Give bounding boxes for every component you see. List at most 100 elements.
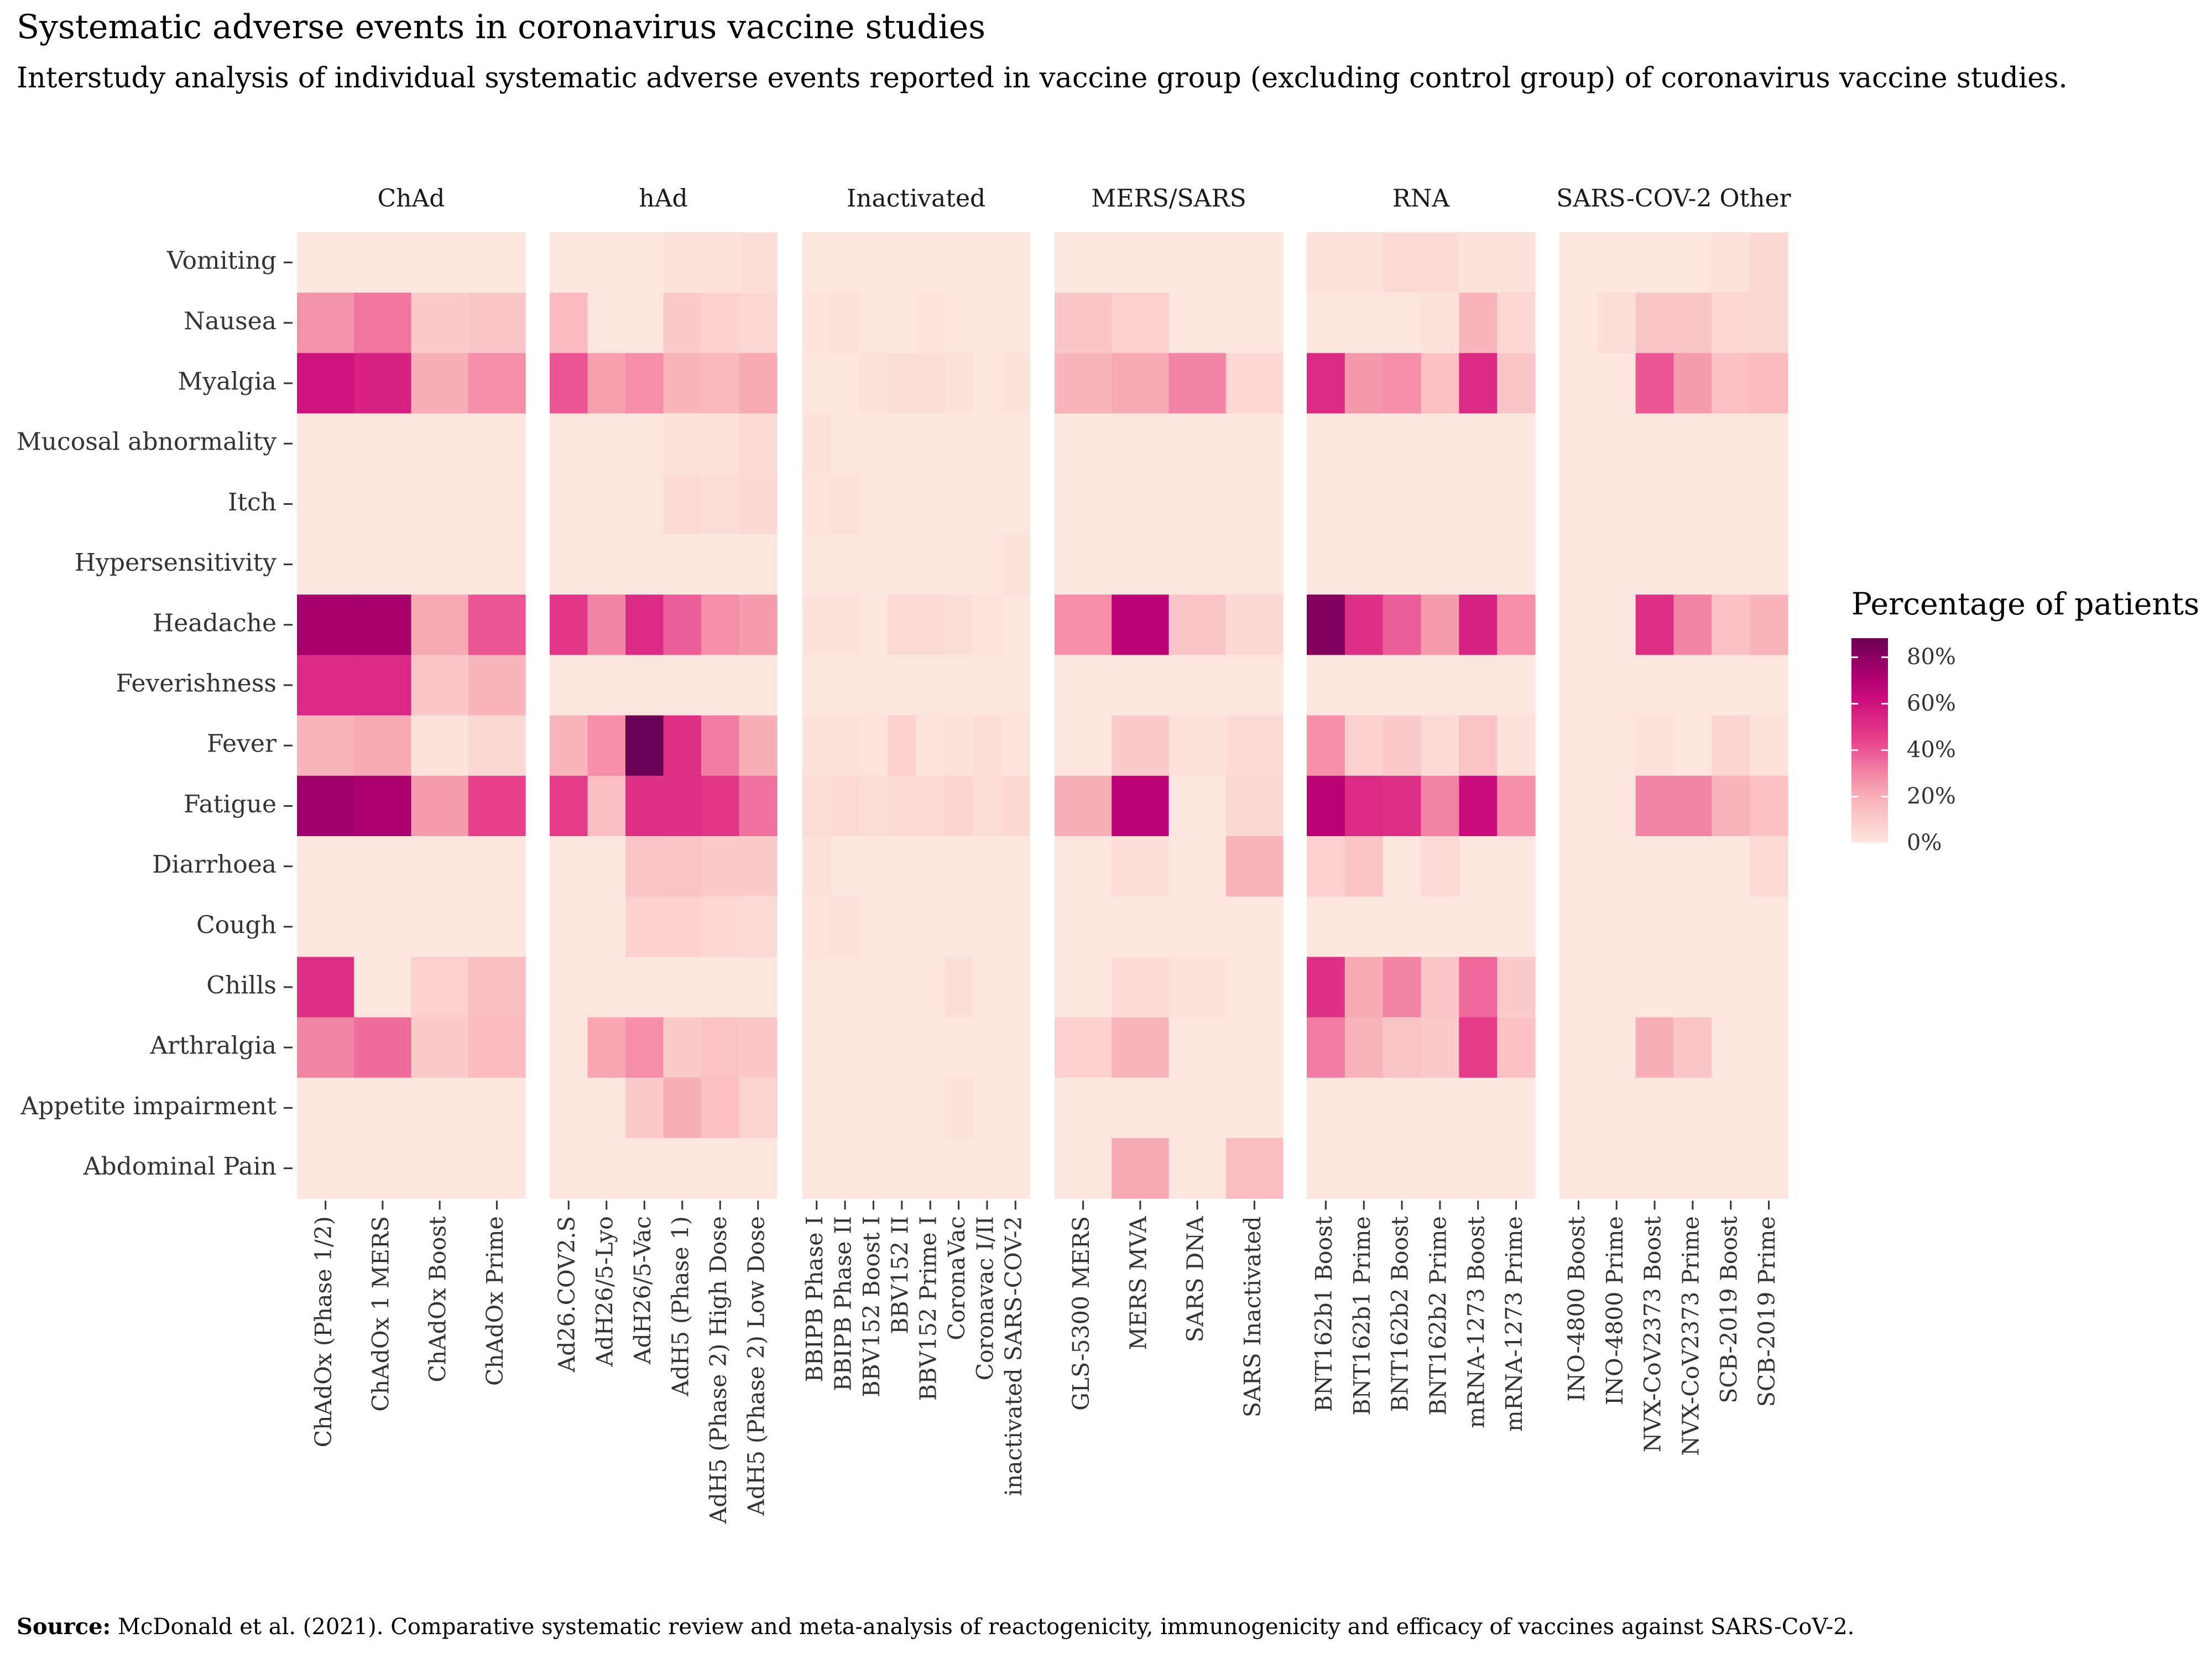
heatmap-cell: BBIPB Phase II / Cough: 2% (831, 896, 860, 957)
y-axis-label-headache: Headache (153, 609, 276, 637)
heatmap-cell: ChAdOx (Phase 1/2) / Headache: 73% (297, 594, 354, 655)
heatmap-cell: AdH5 (Phase 1) / Mucosal abnormality: 2% (663, 413, 702, 474)
heatmap-cell: BNT162b1 Prime / Abdominal Pain: 0% (1344, 1138, 1384, 1199)
heatmap-cell: BBIPB Phase I / Itch: 1% (802, 473, 831, 535)
heatmap-cell: INO-4800 Boost / Mucosal abnormality: 0% (1559, 413, 1598, 474)
heatmap-cell: inactivated SARS-COV-2 / Abdominal Pain:… (1001, 1138, 1030, 1199)
facet-label-rna: RNA (1392, 185, 1451, 213)
heatmap-cell: ChAdOx (Phase 1/2) / Appetite impairment… (297, 1077, 354, 1139)
heatmap-cell: BNT162b1 Prime / Vomiting: 2% (1344, 232, 1384, 293)
heatmap-cell: ChAdOx (Phase 1/2) / Diarrhoea: 0% (297, 836, 354, 897)
heatmap-cell: SCB-2019 Boost / Appetite impairment: 0% (1712, 1077, 1750, 1139)
heatmap-cell: BBV152 II / Vomiting: 0% (888, 232, 917, 293)
heatmap-cell: BBV152 II / Mucosal abnormality: 0% (888, 413, 917, 474)
heatmap-cell: SCB-2019 Prime / Fever: 2% (1750, 715, 1788, 776)
heatmap-cell: AdH26/5-Vac / Vomiting: 0% (625, 232, 664, 293)
heatmap-cell: SCB-2019 Boost / Nausea: 6% (1712, 293, 1750, 353)
heatmap-cell: AdH26/5-Lyo / Chills: 0% (587, 957, 626, 1018)
heatmap-cell: mRNA-1273 Prime / Itch: 0% (1497, 473, 1536, 535)
heatmap-cell: AdH26/5-Lyo / Cough: 0% (587, 896, 626, 957)
heatmap-cell: ChAdOx (Phase 1/2) / Fatigue: 75% (297, 775, 354, 837)
heatmap-cell: AdH5 (Phase 2) High Dose / Abdominal Pai… (701, 1138, 740, 1199)
x-axis-label-nvx-cov2373-prime: NVX-CoV2373 Prime (1677, 1216, 1704, 1456)
heatmap-cell: INO-4800 Prime / Abdominal Pain: 0% (1597, 1138, 1636, 1199)
heatmap-cell: BBIPB Phase I / Appetite impairment: 0% (802, 1077, 831, 1139)
heatmap-cell: ChAdOx (Phase 1/2) / Mucosal abnormality… (297, 413, 354, 474)
heatmap-cell: BBIPB Phase II / Hypersensitivity: 0% (831, 534, 860, 595)
heatmap-cell: BNT162b2 Prime / Fatigue: 30% (1421, 775, 1459, 837)
heatmap-cell: SARS Inactivated / Fever: 4% (1225, 715, 1284, 776)
heatmap-cell: BBV152 II / Fatigue: 4% (888, 775, 917, 837)
heatmap-cell: AdH26/5-Vac / Itch: 0% (625, 473, 664, 535)
heatmap-cell: GLS-5300 MERS / Myalgia: 18% (1055, 353, 1112, 414)
heatmap-cell: NVX-CoV2373 Prime / Diarrhoea: 0% (1673, 836, 1712, 897)
heatmap-cell: mRNA-1273 Boost / Nausea: 18% (1459, 293, 1498, 353)
heatmap-cell: Ad26.COV2.S / Hypersensitivity: 0% (550, 534, 588, 595)
heatmap-cell: ChAdOx Prime / Headache: 40% (468, 594, 526, 655)
heatmap-cell: BBV152 II / Headache: 4% (888, 594, 917, 655)
heatmap-cell: AdH5 (Phase 1) / Chills: 0% (663, 957, 702, 1018)
heatmap-cell: SARS DNA / Nausea: 0% (1168, 293, 1227, 353)
heatmap-cell: MERS MVA / Arthralgia: 18% (1112, 1017, 1170, 1078)
heatmap-cell: Coronavac I/II / Chills: 0% (973, 957, 1002, 1018)
heatmap-cell: BBV152 II / Myalgia: 3% (888, 353, 917, 414)
x-axis-label-bbipb-phase-ii: BBIPB Phase II (830, 1216, 857, 1391)
heatmap-cell: BNT162b2 Boost / Vomiting: 4% (1383, 232, 1422, 293)
heatmap-cell: mRNA-1273 Boost / Myalgia: 52% (1459, 353, 1498, 414)
heatmap-cell: mRNA-1273 Prime / Abdominal Pain: 0% (1497, 1138, 1536, 1199)
heatmap-cell: ChAdOx Boost / Fever: 2% (411, 715, 469, 776)
heatmap-cell: CoronaVac / Arthralgia: 0% (944, 1017, 973, 1078)
heatmap-cell: GLS-5300 MERS / Mucosal abnormality: 0% (1055, 413, 1112, 474)
heatmap-cell: SCB-2019 Boost / Hypersensitivity: 0% (1712, 534, 1750, 595)
heatmap-cell: ChAdOx 1 MERS / Nausea: 33% (354, 293, 412, 353)
x-axis-label-chadox-boost: ChAdOx Boost (425, 1216, 451, 1383)
heatmap-cell: INO-4800 Prime / Cough: 0% (1597, 896, 1636, 957)
heatmap-cell: BNT162b2 Prime / Itch: 0% (1421, 473, 1459, 535)
heatmap-cell: NVX-CoV2373 Boost / Feverishness: 0% (1635, 655, 1674, 716)
heatmap-cell: ChAdOx (Phase 1/2) / Fever: 18% (297, 715, 354, 776)
x-axis-label-scb-2019-boost: SCB-2019 Boost (1715, 1216, 1742, 1404)
x-axis-label-ino-4800-prime: INO-4800 Prime (1601, 1216, 1628, 1405)
heatmap-cell: INO-4800 Boost / Cough: 0% (1559, 896, 1598, 957)
y-axis-label-cough: Cough (196, 911, 276, 939)
heatmap-cell: AdH26/5-Vac / Hypersensitivity: 0% (625, 534, 664, 595)
x-axis-label-scb-2019-prime: SCB-2019 Prime (1754, 1216, 1780, 1407)
heatmap-cell: inactivated SARS-COV-2 / Fatigue: 5% (1001, 775, 1030, 837)
x-axis-label-bnt162b2-prime: BNT162b2 Prime (1425, 1216, 1451, 1415)
x-axis-label-adh26-5-lyo: AdH26/5-Lyo (591, 1216, 618, 1367)
heatmap-cell: AdH5 (Phase 1) / Appetite impairment: 20… (663, 1077, 702, 1139)
x-axis-label-bbv152-boost-i: BBV152 Boost I (858, 1216, 885, 1397)
heatmap-cell: AdH26/5-Vac / Feverishness: 0% (625, 655, 664, 716)
heatmap-cell: Coronavac I/II / Diarrhoea: 0% (973, 836, 1002, 897)
heatmap-cell: Coronavac I/II / Fever: 3% (973, 715, 1002, 776)
heatmap-cell: AdH5 (Phase 2) High Dose / Diarrhoea: 10… (701, 836, 740, 897)
heatmap-cell: Ad26.COV2.S / Mucosal abnormality: 0% (550, 413, 588, 474)
source-text: McDonald et al. (2021). Comparative syst… (118, 1614, 1855, 1640)
heatmap-cell: AdH26/5-Lyo / Abdominal Pain: 0% (587, 1138, 626, 1199)
heatmap-cell: ChAdOx Prime / Fever: 5% (468, 715, 526, 776)
heatmap-cell: BBV152 Prime I / Fever: 1% (916, 715, 945, 776)
y-axis-label-abdominal-pain: Abdominal Pain (83, 1152, 276, 1181)
heatmap-cell: BNT162b2 Prime / Headache: 25% (1421, 594, 1459, 655)
heatmap-cell: AdH26/5-Vac / Mucosal abnormality: 0% (625, 413, 664, 474)
heatmap-cell: MERS MVA / Appetite impairment: 0% (1112, 1077, 1170, 1139)
x-axis-label-chadox-1-mers: ChAdOx 1 MERS (367, 1216, 394, 1411)
chart-subtitle: Interstudy analysis of individual system… (17, 62, 2068, 95)
heatmap-cell: SCB-2019 Boost / Chills: 0% (1712, 957, 1750, 1018)
heatmap-cell: BNT162b2 Prime / Vomiting: 4% (1421, 232, 1459, 293)
heatmap-cell: BNT162b2 Prime / Fever: 4% (1421, 715, 1459, 776)
heatmap-cell: BNT162b1 Prime / Arthralgia: 18% (1344, 1017, 1384, 1078)
heatmap-cell: BBV152 Boost I / Appetite impairment: 0% (859, 1077, 888, 1139)
heatmap-cell: NVX-CoV2373 Prime / Appetite impairment:… (1673, 1077, 1712, 1139)
legend-tick-label: 80% (1907, 644, 1956, 670)
heatmap-cell: BBV152 II / Chills: 0% (888, 957, 917, 1018)
heatmap-cell: SCB-2019 Boost / Fever: 7% (1712, 715, 1750, 776)
heatmap-cell: NVX-CoV2373 Prime / Fever: 0% (1673, 715, 1712, 776)
heatmap-cell: SARS Inactivated / Abdominal Pain: 15% (1225, 1138, 1284, 1199)
heatmap-cell: SARS Inactivated / Itch: 0% (1225, 473, 1284, 535)
heatmap-cell: NVX-CoV2373 Boost / Abdominal Pain: 0% (1635, 1138, 1674, 1199)
heatmap-cell: Coronavac I/II / Hypersensitivity: 0% (973, 534, 1002, 595)
heatmap-cell: BNT162b2 Prime / Cough: 0% (1421, 896, 1459, 957)
heatmap-cell: ChAdOx Boost / Hypersensitivity: 0% (411, 534, 469, 595)
heatmap-cell: BBV152 Prime I / Arthralgia: 0% (916, 1017, 945, 1078)
